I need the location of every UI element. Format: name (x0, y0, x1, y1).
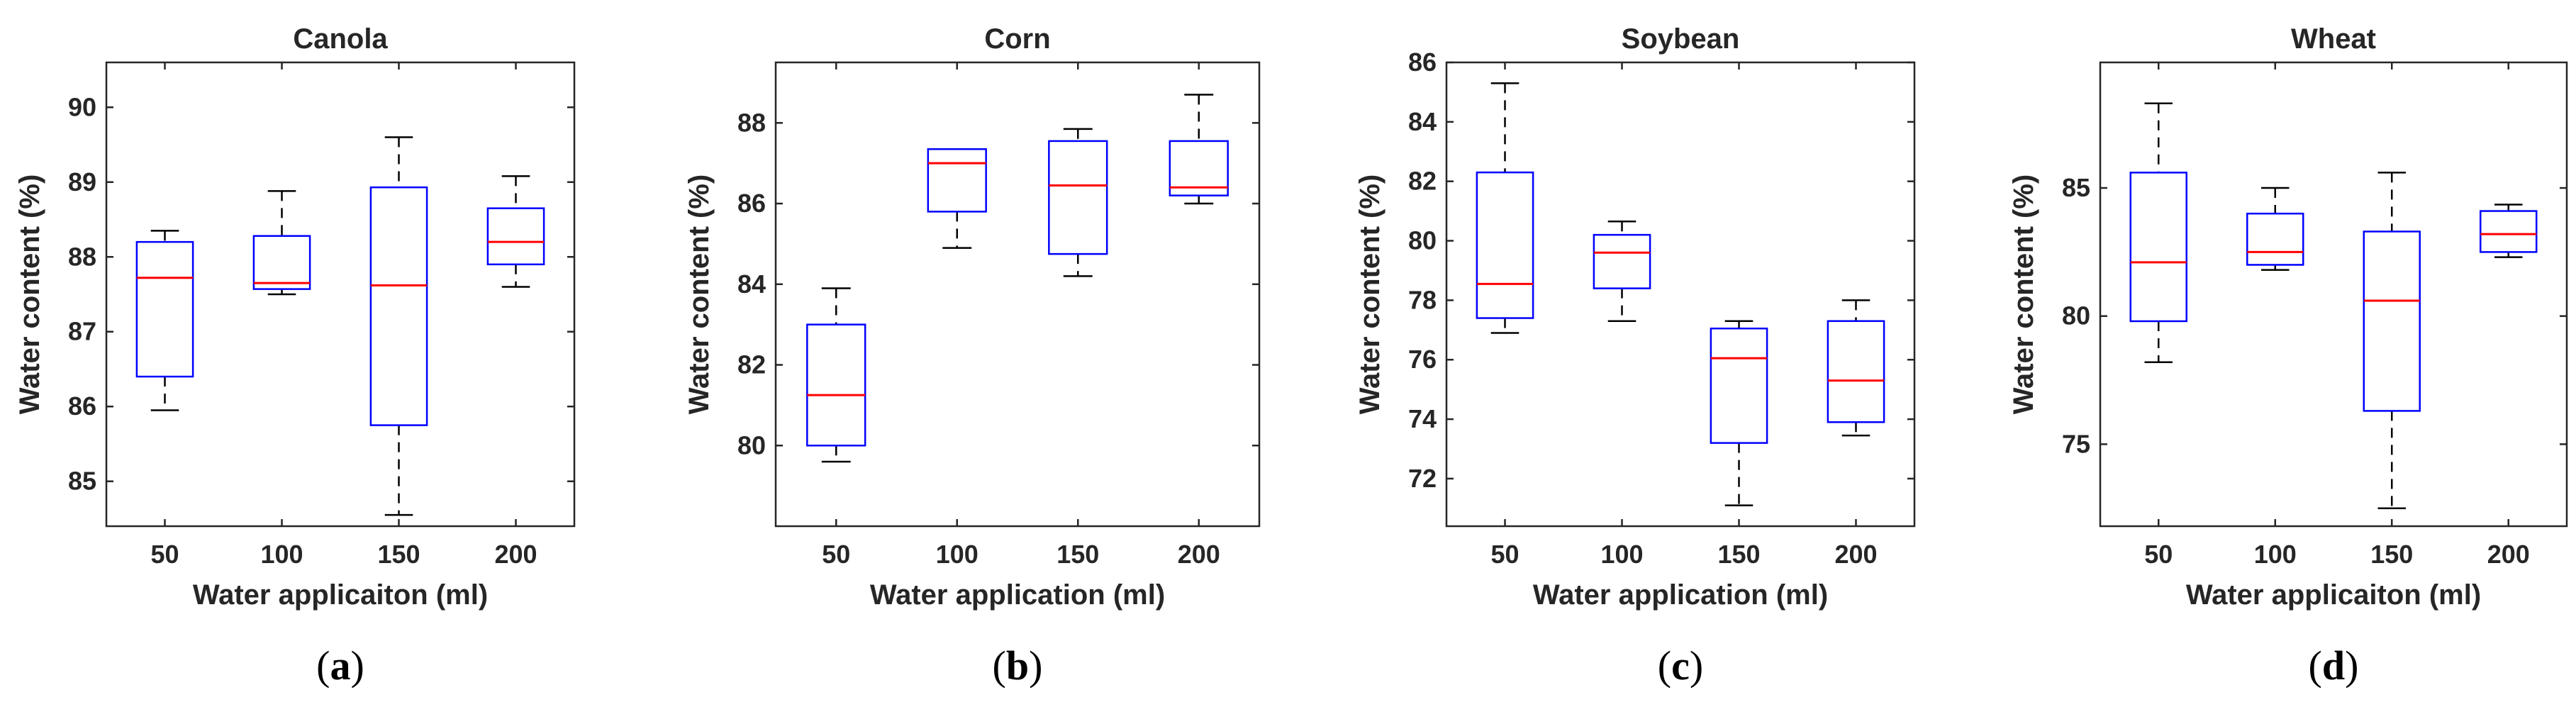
box-150 (1710, 327, 1768, 444)
box-50 (1476, 171, 1534, 319)
box-200 (1827, 320, 1885, 423)
y-tick-label: 84 (737, 269, 766, 299)
panel-label-letter: d (2322, 643, 2345, 689)
box-200 (486, 207, 545, 266)
panel-label-close-paren: ) (351, 643, 364, 689)
x-tick-label: 150 (1056, 540, 1099, 569)
x-axis-label: Water applicaiton (ml) (2186, 579, 2481, 611)
y-tick-label: 86 (1408, 48, 1437, 77)
x-axis-label: Water applicaiton (ml) (193, 579, 488, 611)
y-tick-label: 84 (1408, 107, 1437, 136)
panel-b (774, 61, 1261, 528)
y-tick-label: 82 (737, 350, 766, 379)
x-tick-label: 200 (1834, 540, 1877, 569)
x-tick-label: 50 (822, 540, 850, 569)
x-tick-label: 200 (2487, 540, 2530, 569)
y-tick-label: 86 (737, 189, 766, 218)
box-150 (369, 186, 428, 426)
panel-label-close-paren: ) (2345, 643, 2358, 689)
y-axis-label: Water content (%) (2008, 174, 2039, 415)
y-tick-label: 72 (1408, 464, 1437, 493)
panel-label-letter: b (1006, 643, 1029, 689)
y-tick-label: 88 (68, 242, 96, 271)
x-tick-label: 50 (150, 540, 179, 569)
box-50 (806, 323, 866, 447)
box-50 (2129, 172, 2187, 323)
x-tick-label: 100 (260, 540, 303, 569)
x-tick-label: 50 (1490, 540, 1519, 569)
y-tick-label: 80 (2062, 301, 2090, 330)
x-tick-label: 100 (1600, 540, 1643, 569)
panel-label: (a) (316, 643, 364, 689)
x-tick-label: 150 (1717, 540, 1760, 569)
box-100 (1593, 233, 1651, 289)
y-axis-label: Water content (%) (684, 174, 715, 415)
panel-label-open-paren: ( (2309, 643, 2322, 689)
panel-d (2099, 61, 2568, 528)
panel-label-close-paren: ) (1690, 643, 1703, 689)
y-tick-label: 86 (68, 391, 96, 421)
y-tick-label: 90 (68, 92, 96, 121)
chart-title: Canola (293, 23, 388, 55)
y-tick-label: 87 (68, 317, 96, 346)
panel-label-letter: a (330, 643, 351, 689)
x-tick-label: 200 (494, 540, 537, 569)
box-100 (927, 148, 987, 213)
x-axis-label: Water application (ml) (870, 579, 1165, 611)
y-tick-label: 89 (68, 167, 96, 196)
x-tick-label: 50 (2144, 540, 2173, 569)
y-tick-label: 85 (2062, 173, 2090, 202)
box-50 (135, 240, 194, 378)
box-150 (1048, 140, 1108, 255)
box-150 (2363, 230, 2421, 412)
x-tick-label: 150 (2370, 540, 2413, 569)
plot-frame (2099, 61, 2568, 528)
plot-frame (1445, 61, 1916, 528)
y-axis-label: Water content (%) (1354, 174, 1385, 415)
x-tick-label: 200 (1178, 540, 1220, 569)
panel-label: (b) (993, 643, 1043, 689)
y-tick-label: 75 (2062, 429, 2090, 458)
y-tick-label: 80 (737, 430, 766, 460)
panel-label: (c) (1658, 643, 1703, 689)
panel-label-letter: c (1671, 643, 1690, 689)
y-tick-label: 88 (737, 108, 766, 137)
x-axis-label: Water application (ml) (1533, 579, 1828, 611)
panel-a (105, 61, 576, 528)
box-200 (2480, 210, 2538, 253)
panel-label: (d) (2309, 643, 2359, 689)
chart-title: Corn (984, 23, 1050, 55)
x-tick-label: 100 (936, 540, 978, 569)
panel-label-open-paren: ( (993, 643, 1006, 689)
y-tick-label: 85 (68, 467, 96, 496)
panel-label-close-paren: ) (1029, 643, 1042, 689)
x-tick-label: 150 (377, 540, 420, 569)
y-tick-label: 76 (1408, 345, 1437, 374)
y-tick-label: 82 (1408, 167, 1437, 196)
y-axis-label: Water content (%) (14, 174, 45, 415)
chart-title: Soybean (1622, 23, 1740, 55)
chart-title: Wheat (2291, 23, 2376, 55)
x-tick-label: 100 (2254, 540, 2297, 569)
panel-label-open-paren: ( (316, 643, 330, 689)
box-100 (2246, 212, 2304, 266)
panel-c (1445, 61, 1916, 528)
y-tick-label: 80 (1408, 226, 1437, 255)
plot-frame (774, 61, 1261, 528)
y-tick-label: 74 (1408, 404, 1437, 433)
y-tick-label: 78 (1408, 285, 1437, 314)
box-100 (252, 235, 311, 290)
panel-label-open-paren: ( (1658, 643, 1671, 689)
plot-frame (105, 61, 576, 528)
